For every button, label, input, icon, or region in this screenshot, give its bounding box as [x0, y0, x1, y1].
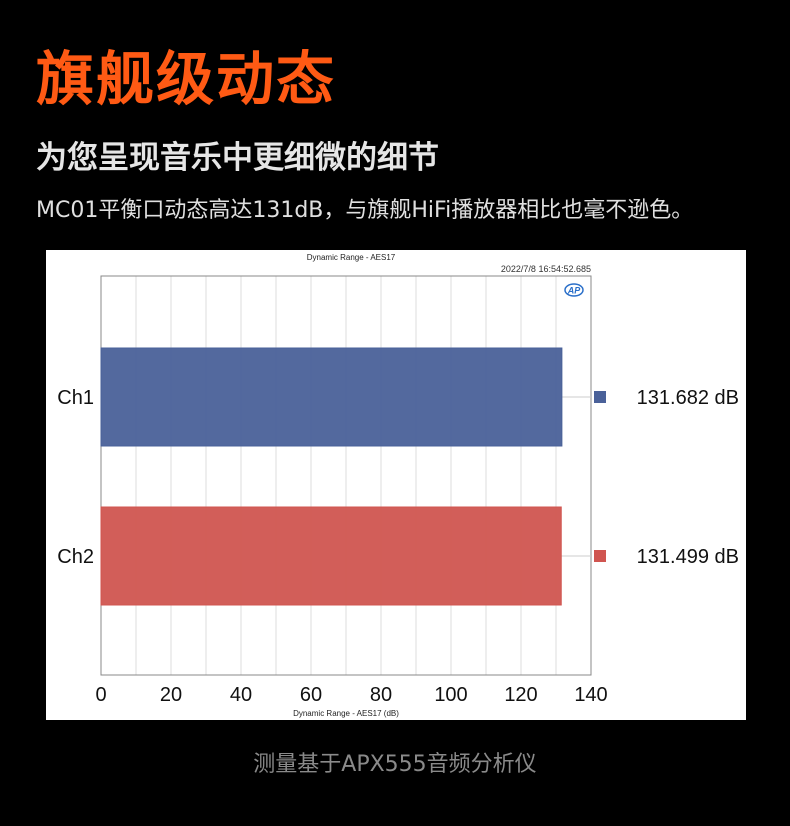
chart-title: Dynamic Range - AES17: [307, 253, 396, 262]
value-label: 131.682 dB: [637, 387, 739, 409]
value-label: 131.499 dB: [637, 546, 739, 568]
chart-panel: Dynamic Range - AES17 2022/7/8 16:54:52.…: [46, 250, 746, 720]
ap-logo: AP: [564, 283, 584, 297]
x-tick-label: 100: [434, 684, 467, 706]
dynamic-range-chart: Dynamic Range - AES17 2022/7/8 16:54:52.…: [57, 253, 739, 718]
bar-ch1: [100, 347, 563, 447]
x-axis-label: Dynamic Range - AES17 (dB): [293, 709, 399, 718]
x-tick-label: 120: [504, 684, 537, 706]
x-tick-label: 20: [160, 684, 182, 706]
headline: 旗舰级动态: [36, 45, 337, 113]
category-label: Ch1: [57, 387, 94, 409]
plot-frame: [100, 275, 592, 676]
description: MC01平衡口动态高达131dB，与旗舰HiFi播放器相比也毫不逊色。: [36, 198, 694, 223]
x-tick-label: 140: [574, 684, 607, 706]
x-tick-label: 40: [230, 684, 252, 706]
x-tick-label: 80: [370, 684, 392, 706]
category-label: Ch2: [57, 546, 94, 568]
bar-ch2: [100, 506, 562, 606]
subheadline: 为您呈现音乐中更细微的细节: [36, 140, 439, 176]
chart-timestamp: 2022/7/8 16:54:52.685: [501, 264, 591, 274]
legend-swatch: [594, 550, 606, 562]
svg-text:AP: AP: [567, 286, 581, 296]
legend-swatch: [594, 391, 606, 403]
footer-note: 测量基于APX555音频分析仪: [253, 752, 537, 777]
x-tick-label: 60: [300, 684, 322, 706]
x-tick-label: 0: [95, 684, 106, 706]
